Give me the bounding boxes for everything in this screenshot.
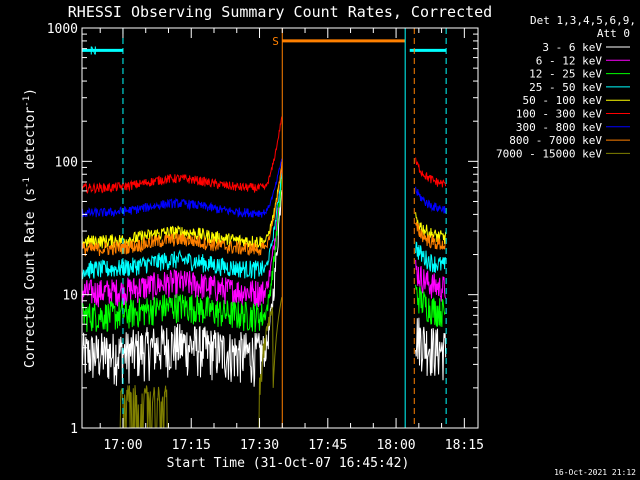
series-segment-preflare	[81, 178, 283, 333]
vlines-layer	[122, 28, 447, 428]
series-segment-preflare	[81, 189, 283, 387]
y-axis-label: Corrected Count Rate (s-1 detector-1)	[22, 88, 38, 368]
y-tick-label: 100	[55, 155, 78, 170]
state-bar-label: N	[90, 44, 97, 57]
y-axis-label-sup2: -1	[22, 96, 32, 107]
legend-label: 50 - 100 keV	[523, 94, 603, 107]
series-segment-decay	[415, 157, 447, 188]
y-tick-label: 1	[70, 422, 78, 437]
state-bar-label: S	[272, 35, 279, 48]
series-100-300-keV	[81, 116, 447, 195]
series-segment-preflare	[81, 116, 283, 195]
legend-label: 100 - 300 keV	[516, 108, 602, 121]
series-50-100-keV	[81, 166, 447, 249]
x-axis: 17:00 17:15 17:30 17:45 18:00 18:15	[99, 28, 484, 453]
series-segment-preflare	[81, 158, 283, 218]
plot-frame	[81, 27, 479, 429]
legend-header-line1: Det 1,3,4,5,6,9,	[530, 14, 636, 27]
series-segment-decay	[415, 186, 447, 214]
series-segment-decay	[415, 212, 447, 245]
legend-label: 300 - 800 keV	[516, 121, 602, 134]
series-300-800-keV	[81, 158, 447, 218]
series-segment-decay	[415, 221, 447, 251]
series-segment-preflare	[81, 169, 283, 308]
series-6-12-keV	[81, 169, 447, 308]
x-tick-label: 17:15	[172, 438, 211, 453]
y-axis-label-part3: )	[23, 88, 38, 96]
y-tick-label: 10	[62, 289, 78, 304]
series-12-25-keV	[81, 178, 446, 333]
x-tick-label: 18:15	[445, 438, 484, 453]
series-segment-preflare	[81, 173, 283, 280]
x-tick-label: 17:00	[103, 438, 142, 453]
x-tick-label: 17:45	[308, 438, 347, 453]
series-800-7000-keV	[81, 161, 447, 257]
series-segment-decay	[415, 284, 446, 327]
bars-layer: NS	[82, 35, 447, 57]
series-segment-decay	[415, 259, 447, 302]
legend-label: 12 - 25 keV	[529, 68, 602, 81]
series-3-6-keV	[81, 189, 447, 387]
series-segment-preflare	[81, 166, 283, 249]
chart-title: RHESSI Observing Summary Count Rates, Co…	[68, 3, 492, 21]
legend-label: 6 - 12 keV	[536, 54, 603, 67]
x-tick-label: 18:00	[376, 438, 415, 453]
series-segment-preflare	[81, 161, 283, 257]
y-axis-label-part1: Corrected Count Rate (s	[23, 188, 38, 368]
x-tick-label: 17:30	[240, 438, 279, 453]
y-axis: 1 10 100 1000	[47, 22, 478, 437]
legend-label: 3 - 6 keV	[542, 41, 602, 54]
y-tick-label: 1000	[47, 22, 78, 37]
x-axis-label: Start Time (31-Oct-07 16:45:42)	[167, 456, 410, 471]
legend-label: 800 - 7000 keV	[509, 134, 602, 147]
legend-header-line2: Att 0	[597, 27, 630, 40]
series-layer	[81, 116, 447, 429]
y-axis-label-sup1: -1	[22, 177, 32, 188]
legend-label: 25 - 50 keV	[529, 81, 602, 94]
y-axis-label-part2: detector	[23, 107, 38, 178]
timestamp: 16-Oct-2021 21:12	[554, 468, 636, 477]
legend-label: 7000 - 15000 keV	[496, 147, 602, 160]
series-segment-decay	[415, 317, 447, 381]
series-25-50-keV	[81, 173, 447, 280]
series-segment-decay	[415, 241, 447, 273]
